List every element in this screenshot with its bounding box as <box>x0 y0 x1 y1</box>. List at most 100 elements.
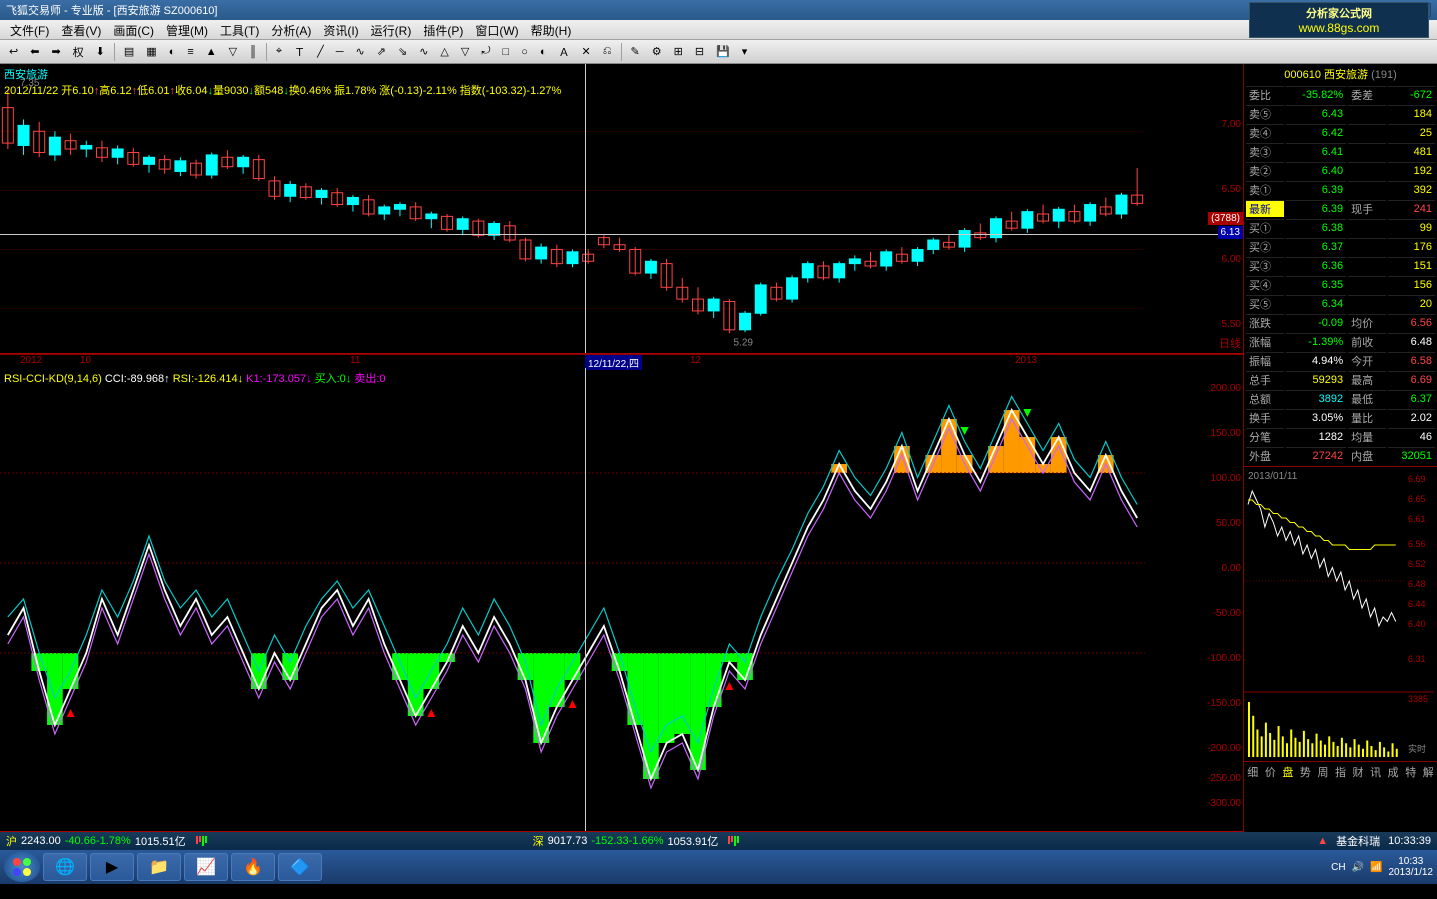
start-button[interactable] <box>4 852 40 882</box>
quote-tab[interactable]: 讯 <box>1367 762 1385 782</box>
menu-item[interactable]: 文件(F) <box>4 20 55 39</box>
quote-tab[interactable]: 指 <box>1332 762 1350 782</box>
toolbar-button[interactable]: 权 <box>68 42 89 62</box>
indicator-y-label: -300.00 <box>1207 798 1241 809</box>
toolbar-button[interactable]: ⇗ <box>372 43 391 60</box>
toolbar-button[interactable]: Ａ <box>554 42 575 62</box>
menu-item[interactable]: 运行(R) <box>365 20 418 39</box>
speaker-icon[interactable]: 🔊 <box>1352 862 1364 873</box>
toolbar-button[interactable]: Ｔ <box>289 42 310 62</box>
toolbar-button[interactable]: ▦ <box>141 43 161 60</box>
indicator-svg[interactable] <box>0 368 1243 831</box>
candle-info-line: 2012/11/22 开6.10↑高6.12↑低6.01↑收6.04↓量9030… <box>4 85 561 97</box>
menu-item[interactable]: 管理(M) <box>160 20 214 39</box>
toolbar-button[interactable]: ≡ <box>182 44 198 60</box>
intraday-svg[interactable]: 2013/01/116.696.656.616.566.526.486.446.… <box>1244 467 1437 761</box>
toolbar-button[interactable]: ╱ <box>312 43 329 60</box>
toolbar-button[interactable]: ▲ <box>201 44 222 60</box>
toolbar-button[interactable]: △ <box>435 43 453 60</box>
toolbar-button[interactable]: ⊞ <box>669 43 688 60</box>
toolbar-button[interactable]: □ <box>498 44 515 60</box>
toolbar-button[interactable]: ║ <box>244 44 262 60</box>
toolbar-button[interactable]: 💾 <box>711 43 735 60</box>
taskbar-item[interactable]: 📈 <box>184 853 228 881</box>
toolbar-button[interactable]: ⎌ <box>598 43 617 60</box>
sz-pct: -1.66% <box>629 835 664 847</box>
date-tick: 2012 <box>20 355 42 366</box>
quote-tab[interactable]: 成 <box>1384 762 1402 782</box>
indicator-y-label: 150.00 <box>1210 428 1241 439</box>
toolbar-button[interactable]: ⊟ <box>690 43 709 60</box>
toolbar-button[interactable]: ✎ <box>626 43 645 60</box>
stock-name2: 西安旅游 <box>1324 69 1368 81</box>
chart-area[interactable]: 西安旅游 2012/11/22 开6.10↑高6.12↑低6.01↑收6.04↓… <box>0 64 1243 832</box>
menu-item[interactable]: 画面(C) <box>107 20 160 39</box>
quote-tab[interactable]: 财 <box>1349 762 1367 782</box>
quote-tab[interactable]: 细 <box>1244 762 1262 782</box>
taskbar-item[interactable]: 📁 <box>137 853 181 881</box>
menu-bar: 文件(F)查看(V)画面(C)管理(M)工具(T)分析(A)资讯(I)运行(R)… <box>0 20 1437 40</box>
toolbar-button[interactable]: ⌖ <box>271 43 287 60</box>
candle-chart-panel[interactable]: 西安旅游 2012/11/22 开6.10↑高6.12↑低6.01↑收6.04↓… <box>0 64 1243 354</box>
toolbar-button[interactable]: ➡ <box>46 43 65 60</box>
tray-time: 10:33 <box>1389 856 1434 867</box>
toolbar-button[interactable]: ▽ <box>456 43 474 60</box>
indicator-panel[interactable]: RSI-CCI-KD(9,14,6) CCI:-89.968↑ RSI:-126… <box>0 368 1243 832</box>
svg-text:6.65: 6.65 <box>1408 494 1426 504</box>
toolbar-button[interactable]: ⬇ <box>91 43 110 60</box>
sh-value: 2243.00 <box>21 835 61 847</box>
quote-tab[interactable]: 盘 <box>1279 762 1297 782</box>
candle-header: 西安旅游 2012/11/22 开6.10↑高6.12↑低6.01↑收6.04↓… <box>4 66 561 98</box>
toolbar-button[interactable]: ▾ <box>737 43 753 60</box>
cursor-price-tag2: 6.13 <box>1218 226 1243 239</box>
indicator-y-label: 100.00 <box>1210 473 1241 484</box>
taskbar-item[interactable]: ▶ <box>90 853 134 881</box>
indicator-y-label: 50.00 <box>1216 518 1241 529</box>
svg-text:2013/01/11: 2013/01/11 <box>1248 471 1298 482</box>
toolbar-button[interactable]: ⤾ <box>476 43 495 60</box>
quote-tab[interactable]: 周 <box>1314 762 1332 782</box>
intraday-chart[interactable]: 2013/01/116.696.656.616.566.526.486.446.… <box>1244 466 1437 761</box>
quote-tab[interactable]: 特 <box>1402 762 1420 782</box>
ime-indicator[interactable]: CH <box>1331 862 1345 873</box>
toolbar-button[interactable]: ○ <box>516 44 533 60</box>
quote-tab[interactable]: 解 <box>1419 762 1437 782</box>
menu-item[interactable]: 窗口(W) <box>469 20 524 39</box>
toolbar-button[interactable]: ▽ <box>224 43 242 60</box>
toolbar-button[interactable]: ∿ <box>414 43 433 60</box>
svg-text:6.52: 6.52 <box>1408 559 1426 569</box>
toolbar-button[interactable]: ◐ <box>535 44 552 60</box>
sh-label: 沪 <box>6 833 17 849</box>
indicator-y-label: -100.00 <box>1207 653 1241 664</box>
menu-item[interactable]: 分析(A) <box>265 20 317 39</box>
title-bar: 飞狐交易师 - 专业版 - [西安旅游 SZ000610] _ □ × <box>0 0 1437 20</box>
toolbar-button[interactable]: ⇘ <box>393 43 412 60</box>
toolbar-button[interactable]: ✕ <box>577 43 596 60</box>
sz-value: 9017.73 <box>548 835 588 847</box>
taskbar-item[interactable]: 🔷 <box>278 853 322 881</box>
ticker-icon: ▲ <box>1317 835 1328 847</box>
svg-text:6.44: 6.44 <box>1408 599 1426 609</box>
indicator-header: RSI-CCI-KD(9,14,6) CCI:-89.968↑ RSI:-126… <box>4 370 386 386</box>
toolbar-button[interactable]: ⚙ <box>647 43 667 60</box>
menu-item[interactable]: 帮助(H) <box>525 20 578 39</box>
toolbar-button[interactable]: ∿ <box>351 43 370 60</box>
sz-label: 深 <box>533 833 544 849</box>
toolbar-button[interactable]: ⬅ <box>25 43 44 60</box>
menu-item[interactable]: 查看(V) <box>55 20 107 39</box>
quote-tab[interactable]: 价 <box>1262 762 1280 782</box>
toolbar-button[interactable]: ─ <box>331 44 349 60</box>
sz-amount: 1053.91亿 <box>668 833 719 849</box>
quote-tab[interactable]: 势 <box>1297 762 1315 782</box>
candle-svg[interactable]: 7.355.29 <box>0 64 1243 353</box>
menu-item[interactable]: 资讯(I) <box>317 20 364 39</box>
menu-item[interactable]: 插件(P) <box>417 20 469 39</box>
network-icon[interactable]: 📶 <box>1370 862 1382 873</box>
toolbar-button[interactable]: ◐ <box>164 44 181 60</box>
taskbar-item[interactable]: 🌐 <box>43 853 87 881</box>
toolbar-button[interactable]: ↩ <box>4 43 23 60</box>
windows-taskbar: 🌐▶📁📈🔥🔷 CH 🔊 📶 10:33 2013/1/12 <box>0 850 1437 884</box>
taskbar-item[interactable]: 🔥 <box>231 853 275 881</box>
menu-item[interactable]: 工具(T) <box>214 20 265 39</box>
toolbar-button[interactable]: ▤ <box>119 43 139 60</box>
